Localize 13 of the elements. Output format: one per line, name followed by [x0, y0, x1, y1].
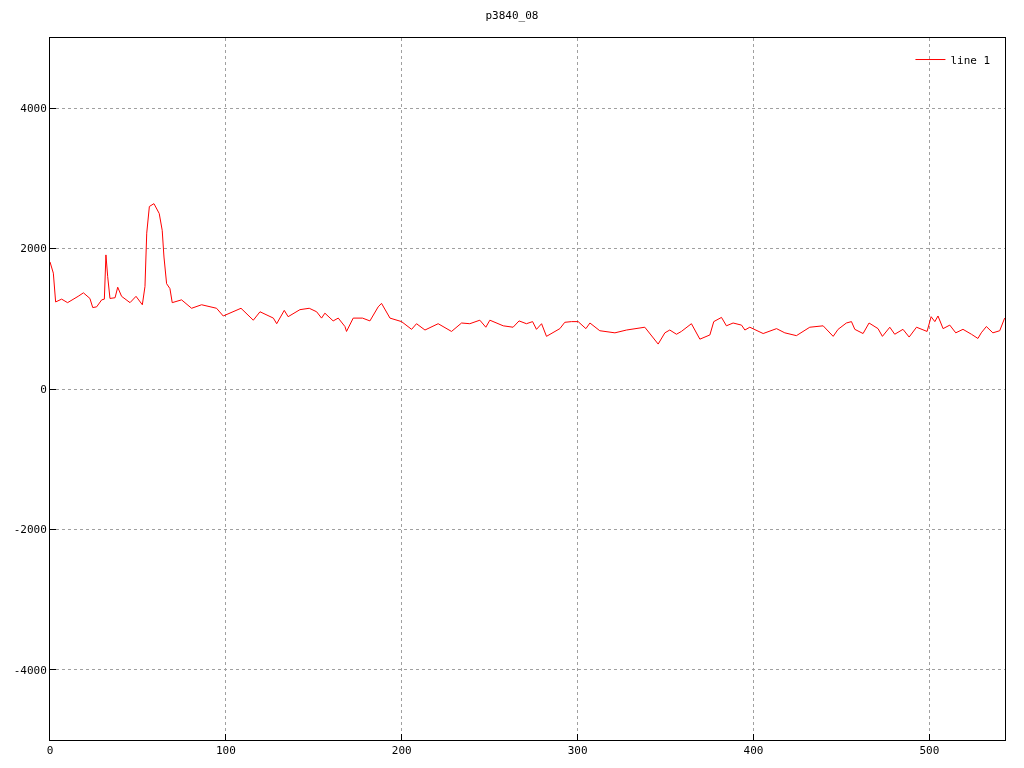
y-tick-label: 2000 [20, 242, 47, 256]
x-tick-label: 400 [743, 744, 764, 758]
y-tick-label: -4000 [13, 663, 47, 677]
chart-title: p3840_08 [485, 9, 539, 23]
x-tick-label: 200 [391, 744, 412, 758]
y-tick-label: -2000 [13, 523, 47, 537]
line-series [50, 203, 1005, 345]
x-tick-label: 300 [567, 744, 588, 758]
legend-label: line 1 [950, 53, 991, 67]
x-tick-label: 100 [215, 744, 236, 758]
x-tick-label: 500 [919, 744, 940, 758]
y-tick-label: 0 [40, 382, 47, 396]
y-tick-label: 4000 [20, 102, 47, 116]
